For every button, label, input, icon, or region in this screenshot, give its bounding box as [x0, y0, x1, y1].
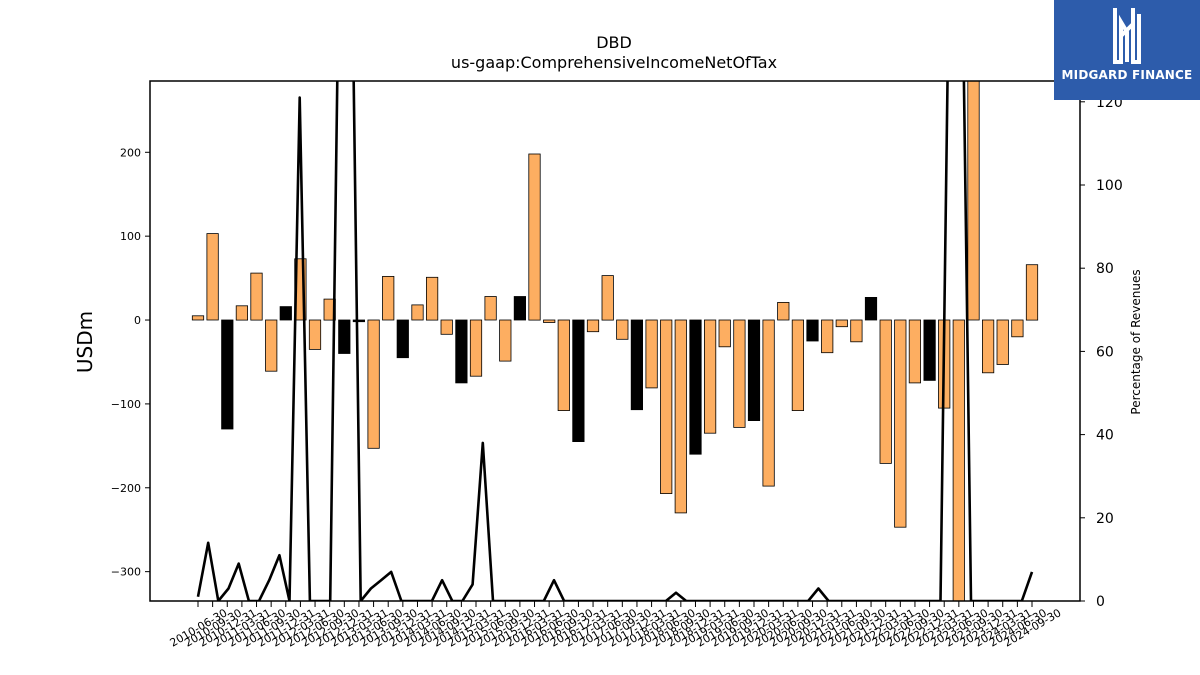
- midgard-m-logo-icon: [1113, 8, 1141, 64]
- y2-tick-label-0: 0: [1096, 594, 1105, 610]
- bar-2023-12-31: [982, 319, 995, 374]
- bar-2023-06-30: [952, 319, 965, 601]
- bar-2020-09-30: [791, 319, 805, 411]
- y2-tick-label-60: 60: [1096, 344, 1114, 360]
- y-tick-label-200: 200: [120, 146, 141, 159]
- percentage-of-revenues-line: [196, 81, 1034, 601]
- y2-tick-label-100: 100: [1096, 178, 1123, 194]
- y2-axis-label: Percentage of Revenues: [1129, 269, 1143, 414]
- bar-2016-06-30: [543, 319, 556, 323]
- y2-tick-label-80: 80: [1096, 261, 1114, 277]
- bar-2019-03-31: [704, 319, 717, 434]
- bar-2013-09-30: [382, 275, 395, 321]
- bar-2012-06-30: [308, 319, 322, 350]
- bar-2020-03-31: [762, 319, 775, 487]
- bar-2013-03-31: [352, 319, 366, 323]
- bar-2013-06-30: [367, 319, 380, 449]
- bar-2010-09-30: [206, 233, 219, 321]
- bar-2011-12-31: [279, 306, 292, 321]
- bar-2010-06-30: [191, 315, 205, 321]
- bar-2017-12-31: [630, 319, 644, 411]
- bar-2010-12-31: [221, 319, 234, 430]
- bar-2019-12-31: [747, 319, 761, 421]
- bar-series: [191, 81, 1039, 601]
- bar-2015-06-30: [484, 296, 497, 321]
- bar-2024-03-31: [996, 319, 1009, 365]
- bar-2014-09-30: [440, 319, 453, 335]
- bar-2013-12-31: [396, 319, 409, 359]
- chart-title: DBD: [596, 33, 632, 52]
- bar-2022-03-31: [879, 319, 892, 464]
- bar-2022-06-30: [894, 319, 907, 528]
- y-axis-label: USDm: [73, 311, 97, 373]
- y2-tick-label-40: 40: [1096, 428, 1114, 444]
- bar-2021-12-31: [864, 296, 878, 321]
- bar-2011-03-31: [235, 305, 248, 321]
- bar-2014-12-31: [455, 319, 468, 384]
- bar-2021-03-31: [821, 319, 834, 354]
- bar-2018-03-31: [645, 319, 658, 389]
- bar-2021-09-30: [850, 319, 863, 343]
- bar-2017-03-31: [586, 319, 600, 333]
- bar-2016-03-31: [528, 153, 541, 321]
- bar-2011-09-30: [265, 319, 278, 372]
- bar-2021-06-30: [835, 319, 848, 328]
- bar-2018-06-30: [660, 319, 673, 495]
- y-tick-label-0: 0: [134, 314, 141, 327]
- bar-2018-09-30: [674, 319, 687, 514]
- bar-2018-12-31: [689, 319, 702, 455]
- logo-text: MIDGARD FINANCE: [1061, 68, 1193, 82]
- bar-2016-09-30: [557, 319, 570, 411]
- y-tick-label--200: −200: [111, 482, 141, 495]
- bar-2015-03-31: [469, 319, 483, 377]
- bar-2024-09-30: [1025, 264, 1039, 321]
- bar-2023-09-30: [967, 81, 980, 321]
- y-tick-label--100: −100: [111, 398, 141, 411]
- x-tick-labels: 2010-06-302010-09-302010-12-312011-03-31…: [168, 601, 1064, 650]
- midgard-finance-logo: MIDGARD FINANCE: [1054, 0, 1200, 100]
- chart-subtitle: us-gaap:ComprehensiveIncomeNetOfTax: [450, 53, 778, 72]
- y2-tick-label-20: 20: [1096, 511, 1114, 527]
- bar-2017-09-30: [616, 319, 629, 340]
- bar-2019-06-30: [718, 319, 731, 348]
- line-series: [196, 81, 1034, 601]
- plot-frame: [149, 80, 1081, 602]
- bar-2012-12-31: [338, 319, 351, 354]
- bar-2019-09-30: [733, 319, 746, 428]
- bar-2014-03-31: [411, 304, 424, 321]
- bar-2011-06-30: [250, 272, 263, 321]
- bar-2017-06-30: [601, 275, 614, 321]
- bar-2014-06-30: [425, 276, 439, 321]
- bar-2024-06-30: [1011, 319, 1024, 338]
- y-tick-label-100: 100: [120, 230, 141, 243]
- bar-2022-12-31: [923, 319, 936, 381]
- bar-2020-06-30: [777, 301, 790, 321]
- bar-2016-12-31: [572, 319, 585, 442]
- bar-2022-09-30: [908, 319, 922, 384]
- bar-2015-12-31: [513, 296, 527, 321]
- bar-2020-12-31: [806, 319, 819, 342]
- y-tick-label--300: −300: [111, 566, 141, 579]
- bar-2015-09-30: [499, 319, 512, 362]
